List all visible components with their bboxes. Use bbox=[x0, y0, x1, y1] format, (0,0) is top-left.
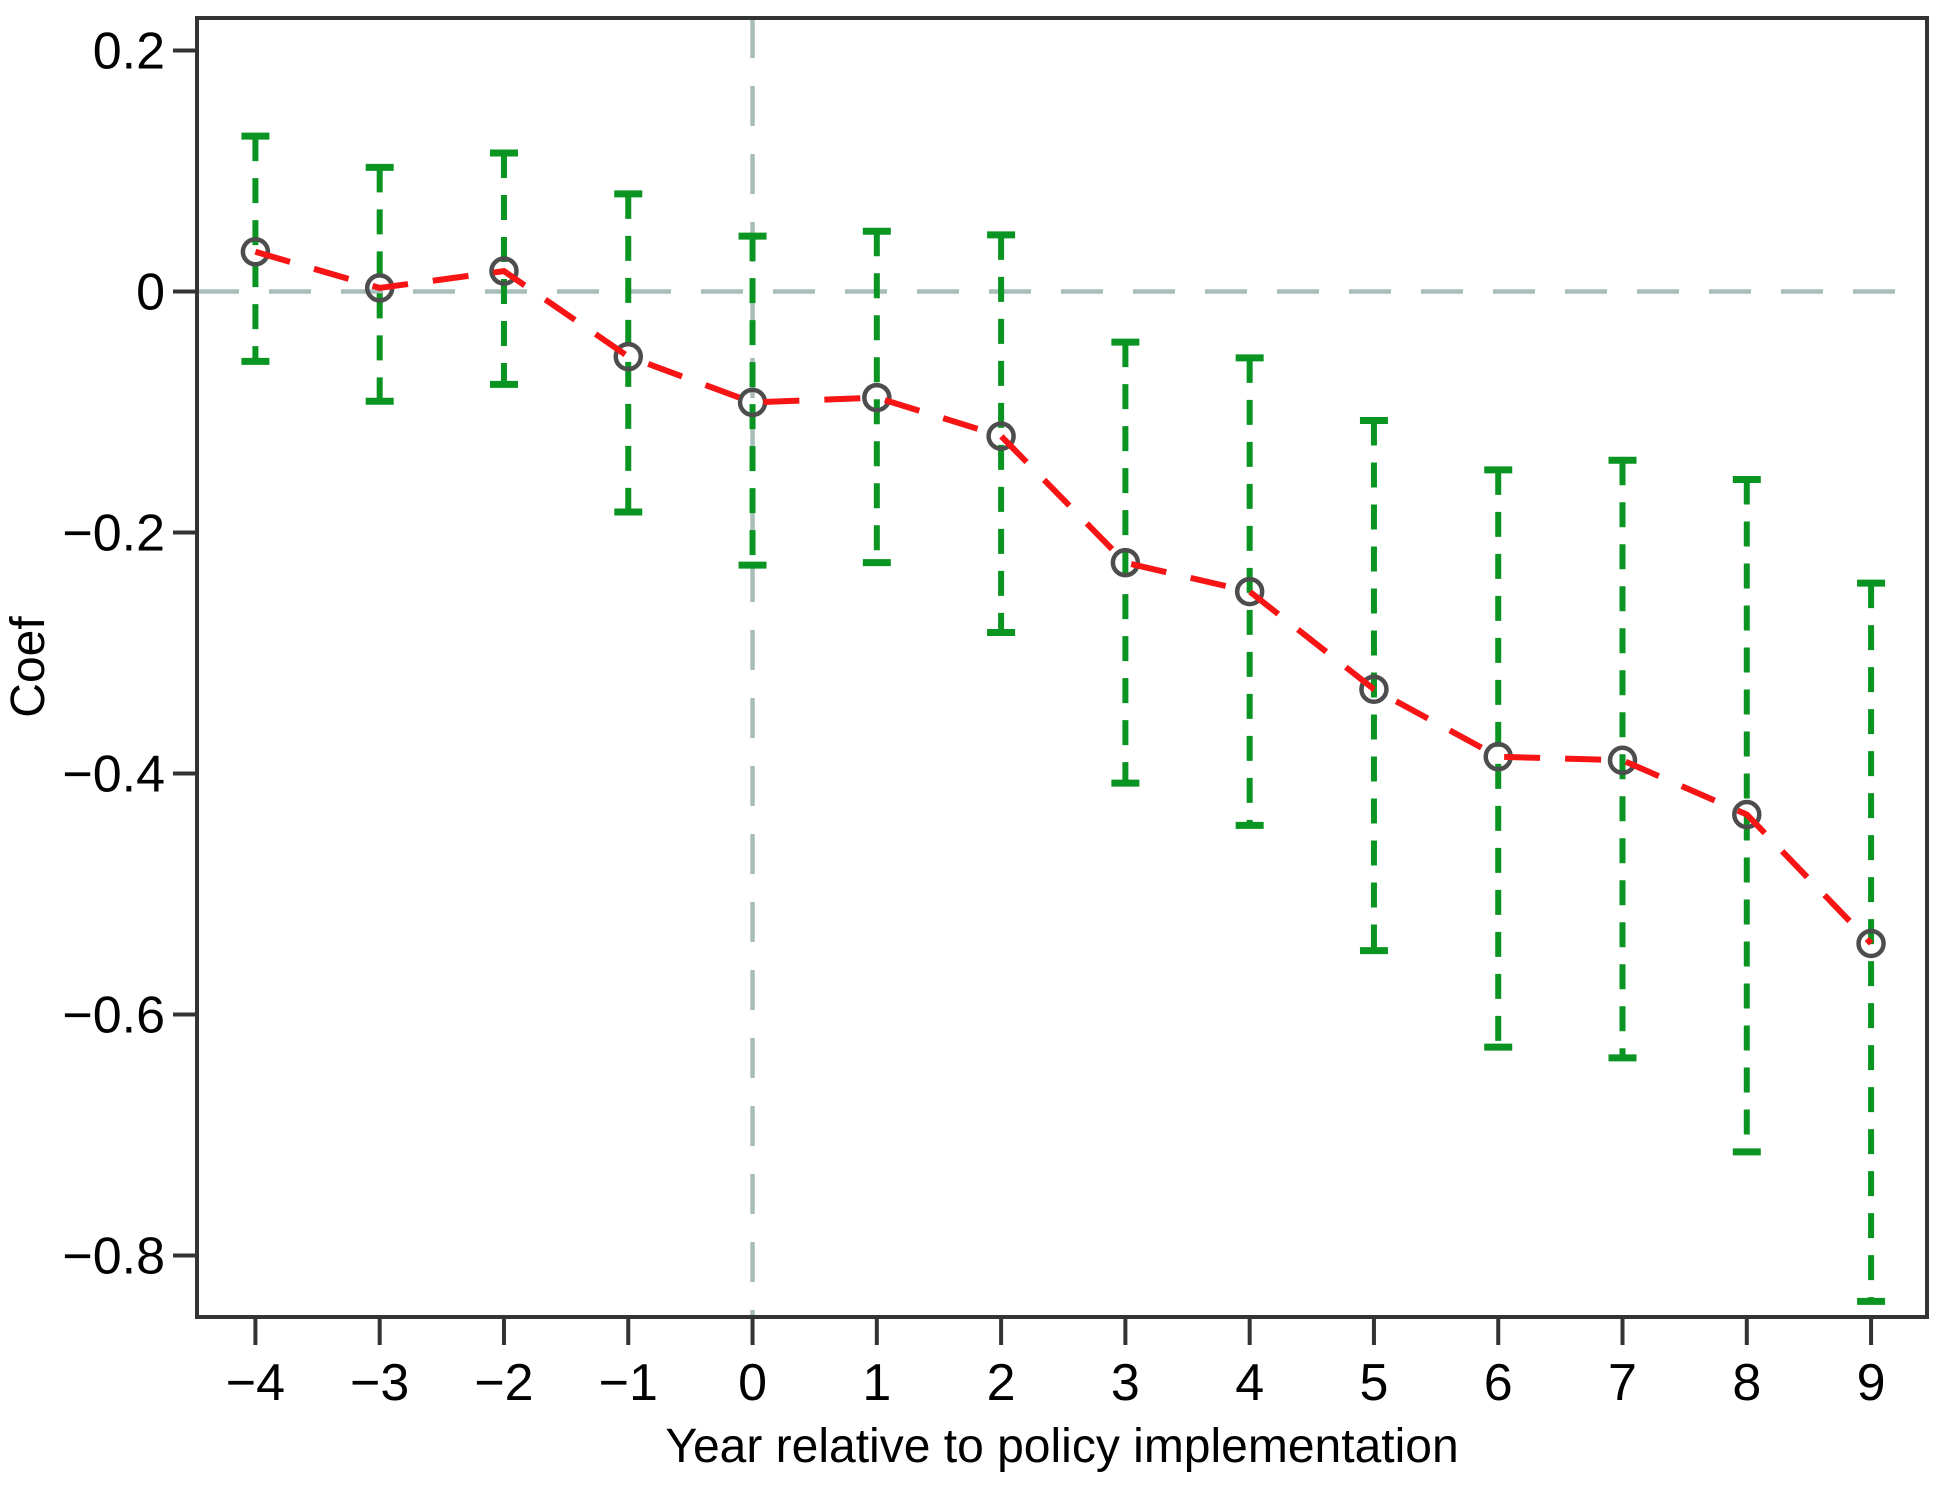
data-point-marker bbox=[986, 421, 1016, 451]
data-point-marker bbox=[1607, 745, 1638, 776]
reference-lines-layer bbox=[197, 18, 1927, 1317]
x-tick-label: 0 bbox=[738, 1354, 767, 1412]
ci-error-bar bbox=[738, 232, 767, 569]
x-tick-label: 8 bbox=[1732, 1354, 1761, 1412]
coefficient-line bbox=[254, 248, 1874, 946]
ci-error-bar bbox=[241, 132, 270, 365]
ci-error-bar bbox=[1111, 338, 1140, 787]
y-tick-label: −0.6 bbox=[62, 987, 165, 1045]
axis-ticks-layer: 0.2 0 −0.2 −0.4 −0.6 −0.8 −4 −3 −2 −1 0 1 2 3 4 5 6 7 8 9 bbox=[62, 23, 1885, 1412]
ci-error-bar bbox=[489, 149, 518, 388]
y-axis-title: Coef bbox=[2, 616, 55, 718]
data-point-marker bbox=[1856, 928, 1886, 959]
data-point-marker bbox=[489, 256, 519, 286]
y-tick-label: −0.8 bbox=[62, 1228, 165, 1286]
x-axis-title: Year relative to policy implementation bbox=[665, 1420, 1458, 1473]
ci-error-bar bbox=[987, 231, 1016, 637]
x-tick-label: 7 bbox=[1608, 1354, 1637, 1412]
ci-error-bar bbox=[1484, 466, 1513, 1051]
data-point-marker bbox=[240, 237, 271, 267]
x-tick-label: 6 bbox=[1484, 1354, 1513, 1412]
ci-error-bar bbox=[365, 163, 394, 405]
data-point-marker bbox=[862, 382, 892, 413]
x-tick-label: 4 bbox=[1235, 1354, 1264, 1412]
markers-layer bbox=[240, 237, 1886, 959]
ci-error-bar bbox=[614, 190, 643, 516]
x-tick-label: 1 bbox=[862, 1354, 891, 1412]
x-tick-label: 3 bbox=[1111, 1354, 1140, 1412]
y-tick-label: 0 bbox=[136, 264, 165, 322]
x-tick-label: −2 bbox=[474, 1354, 533, 1412]
x-tick-label: 5 bbox=[1359, 1354, 1388, 1412]
data-point-marker bbox=[1359, 674, 1389, 704]
x-tick-label: 2 bbox=[987, 1354, 1016, 1412]
plot-border bbox=[195, 16, 1929, 1319]
y-tick-label: −0.4 bbox=[62, 746, 165, 804]
coefficient-line-layer bbox=[254, 248, 1874, 946]
x-tick-label: −3 bbox=[350, 1354, 409, 1412]
data-point-marker bbox=[1732, 799, 1762, 830]
y-tick-label: 0.2 bbox=[93, 23, 165, 81]
x-tick-label: −4 bbox=[226, 1354, 285, 1412]
ci-error-bar bbox=[862, 227, 891, 567]
data-point-marker bbox=[1234, 576, 1265, 607]
ci-error-bar bbox=[1235, 354, 1264, 829]
data-point-marker bbox=[613, 341, 644, 372]
ci-error-bar bbox=[1608, 456, 1637, 1062]
x-tick-label: 9 bbox=[1857, 1354, 1886, 1412]
y-tick-label: −0.2 bbox=[62, 505, 165, 563]
confidence-intervals-layer bbox=[241, 132, 1886, 1305]
x-tick-label: −1 bbox=[599, 1354, 658, 1412]
